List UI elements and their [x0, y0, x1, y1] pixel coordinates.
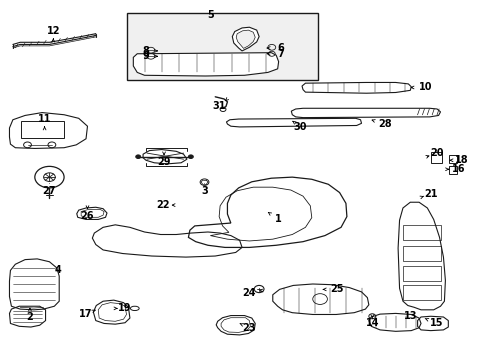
- Text: 13: 13: [403, 311, 416, 321]
- Text: 4: 4: [55, 265, 61, 275]
- Text: 19: 19: [118, 303, 131, 314]
- Polygon shape: [236, 30, 255, 48]
- Text: 23: 23: [242, 323, 256, 333]
- Text: 3: 3: [201, 186, 207, 197]
- FancyBboxPatch shape: [127, 13, 317, 80]
- Text: 15: 15: [429, 319, 443, 328]
- Circle shape: [188, 155, 193, 158]
- Text: 30: 30: [293, 122, 306, 132]
- Bar: [448, 155, 456, 163]
- Bar: [403, 225, 441, 240]
- Text: 11: 11: [38, 114, 51, 124]
- Text: 24: 24: [242, 288, 256, 298]
- Text: 7: 7: [277, 49, 284, 59]
- Text: 26: 26: [81, 211, 94, 221]
- Text: 10: 10: [418, 82, 432, 93]
- Bar: [448, 166, 456, 174]
- Bar: [430, 152, 442, 163]
- Text: 25: 25: [330, 284, 343, 294]
- Text: 28: 28: [377, 120, 391, 129]
- Circle shape: [136, 155, 141, 158]
- Bar: [403, 246, 441, 261]
- Text: 18: 18: [454, 155, 468, 165]
- Bar: [403, 285, 441, 300]
- Text: 17: 17: [79, 310, 93, 319]
- Text: 2: 2: [26, 312, 33, 322]
- Text: 20: 20: [429, 148, 443, 158]
- Text: 1: 1: [275, 215, 282, 224]
- Text: 21: 21: [423, 189, 437, 199]
- Text: 9: 9: [142, 51, 149, 61]
- Polygon shape: [232, 27, 259, 51]
- Text: 12: 12: [46, 26, 60, 36]
- Text: 8: 8: [142, 46, 149, 56]
- Text: 22: 22: [156, 200, 169, 210]
- Text: 5: 5: [206, 10, 213, 20]
- Bar: [403, 266, 441, 281]
- Bar: [21, 121, 64, 138]
- Polygon shape: [133, 53, 278, 76]
- Text: 31: 31: [212, 102, 225, 112]
- Text: 27: 27: [42, 186, 56, 197]
- Text: 6: 6: [277, 43, 284, 53]
- Text: 14: 14: [365, 319, 378, 328]
- Text: 16: 16: [451, 164, 465, 174]
- Text: 29: 29: [157, 157, 170, 167]
